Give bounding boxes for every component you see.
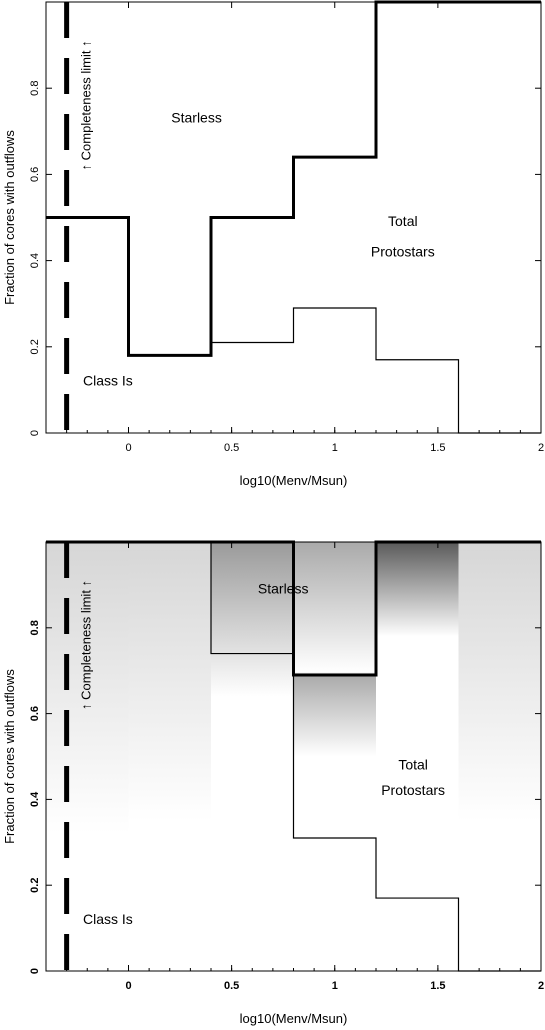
completeness-limit-label: ↑ Completeness limit ↑: [79, 580, 94, 710]
y-tick-label: 0.2: [29, 878, 41, 893]
x-axis-title: log10(Menv/Msun): [240, 473, 348, 488]
shade-band: [128, 542, 211, 821]
x-tick-label: 1.5: [430, 442, 445, 454]
shade-band: [376, 542, 459, 637]
x-tick-label: 0: [125, 442, 131, 454]
x-tick-label: 1.5: [430, 980, 445, 992]
annotation-label: Starless: [258, 580, 309, 596]
x-tick-label: 2: [538, 980, 544, 992]
series-class-is-line: [46, 216, 541, 434]
y-tick-label: 0.8: [29, 620, 41, 635]
completeness-limit-label: ↑ Completeness limit ↑: [79, 40, 94, 170]
series-starless-line: [46, 0, 541, 357]
y-tick-label: 0.2: [29, 339, 41, 354]
shade-band: [293, 542, 376, 757]
y-tick-label: 0.4: [29, 791, 41, 807]
y-axis-title: Fraction of cores with outflows: [2, 130, 17, 305]
x-tick-label: 0.5: [224, 980, 239, 992]
shade-band: [211, 542, 294, 697]
y-tick-label: 0.4: [29, 253, 41, 268]
y-tick-label: 0.6: [29, 706, 41, 721]
y-axis-title: Fraction of cores with outflows: [2, 669, 17, 844]
y-tick-label: 0: [29, 430, 41, 436]
annotation-label: Total: [398, 756, 428, 772]
x-tick-label: 1: [332, 980, 338, 992]
x-tick-label: 2: [538, 442, 544, 454]
annotation-label: Class Is: [83, 911, 133, 927]
x-axis-title: log10(Menv/Msun): [240, 1011, 348, 1026]
x-tick-label: 1: [332, 442, 338, 454]
shade-band: [46, 542, 129, 834]
annotation-label: Total: [388, 213, 418, 229]
series-class-is-line: [46, 541, 541, 972]
shade-band: [458, 542, 541, 821]
annotation-label: Protostars: [371, 243, 435, 259]
y-tick-label: 0.6: [29, 167, 41, 182]
annotation-label: Class Is: [83, 373, 133, 389]
y-tick-label: 0: [29, 968, 41, 974]
y-tick-label: 0.8: [29, 81, 41, 96]
annotation-label: Starless: [171, 110, 222, 126]
bottom-panel: 0 0.5 1 1.5 2 0 0.2 0.4 0.6 0.8 Starless Total Prot…: [2, 540, 544, 1026]
x-tick-label: 0.5: [224, 442, 239, 454]
top-panel: 0 0.5 1 1.5 2 0 0.2 0.4 0.6 0.8 Starless Total Prot…: [2, 0, 544, 488]
x-tick-label: 0: [125, 980, 131, 992]
annotation-label: Protostars: [381, 782, 445, 798]
